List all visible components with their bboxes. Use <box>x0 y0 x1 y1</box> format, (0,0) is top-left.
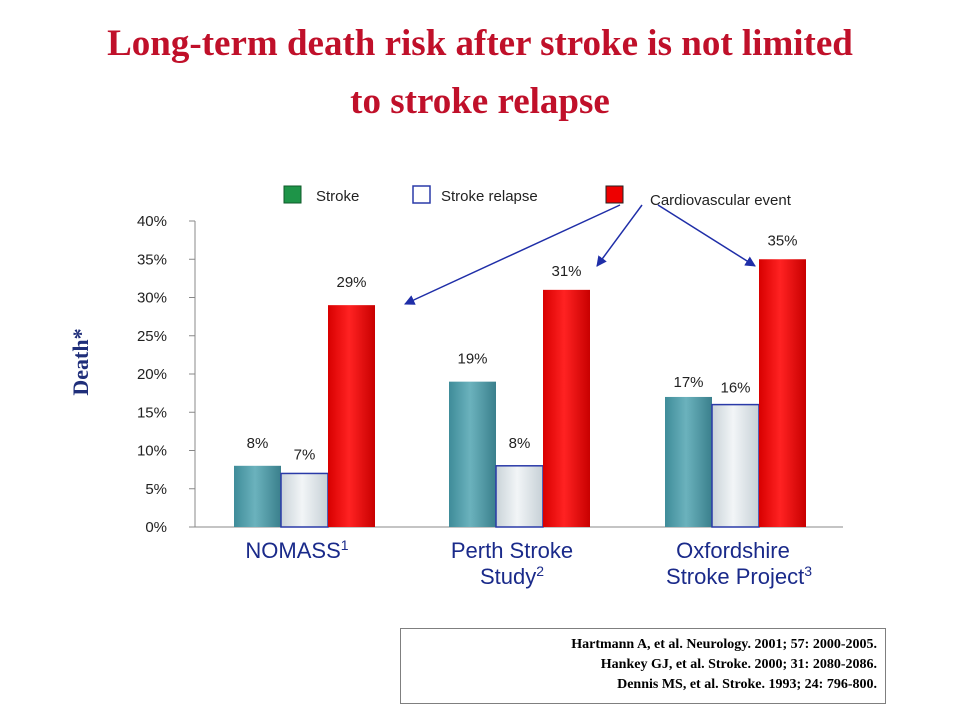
data-label-cardiovascular-event: 29% <box>336 274 366 291</box>
bar-stroke <box>234 465 281 527</box>
arrow-to-nomass <box>404 204 621 305</box>
data-label-cardiovascular-event: 31% <box>551 263 581 280</box>
reference-1: Hartmann A, et al. Neurology. 2001; 57: … <box>571 637 877 652</box>
y-tick-label: 5% <box>145 481 167 498</box>
category-label-line-2: Study2 <box>480 563 544 589</box>
bar-cardiovascular-event <box>759 259 806 527</box>
y-tick-label: 15% <box>137 404 167 421</box>
bar-cardiovascular-event <box>328 305 375 527</box>
arrow-to-oxfordshire <box>657 204 756 267</box>
y-tick-label: 25% <box>137 328 167 345</box>
y-tick-label: 30% <box>137 290 167 307</box>
data-label-cardiovascular-event: 35% <box>767 232 797 249</box>
data-label-stroke-relapse: 7% <box>294 446 316 463</box>
data-label-stroke-relapse: 16% <box>720 380 750 397</box>
y-axis: 0% 5% 10% 15% 20% 25% 30% 35% 40% <box>137 213 843 536</box>
category-label: Oxfordshire <box>676 538 790 563</box>
annotation-arrows <box>404 204 756 305</box>
legend-swatch-stroke <box>283 185 302 204</box>
y-tick-label: 40% <box>137 213 167 230</box>
data-labels: 8% 7% 29% 19% 8% 31% 17% 16% 35% <box>247 232 798 463</box>
bar-stroke-relapse <box>711 403 760 528</box>
legend-swatch-stroke-relapse <box>412 185 431 204</box>
bar-stroke-relapse <box>495 465 544 528</box>
data-label-stroke: 8% <box>247 435 269 452</box>
category-label: Perth Stroke <box>451 538 573 563</box>
legend-label-stroke-relapse: Stroke relapse <box>441 188 538 205</box>
slide-title-line-1: Long-term death risk after stroke is not… <box>107 23 853 64</box>
legend-swatch-cardiovascular-event <box>605 185 624 204</box>
legend-label-cardiovascular-event: Cardiovascular event <box>650 192 792 209</box>
data-label-stroke: 19% <box>457 351 487 368</box>
bar-stroke <box>449 381 496 527</box>
slide-title-line-2: to stroke relapse <box>350 81 610 122</box>
y-axis-label: Death* <box>68 328 93 395</box>
data-label-stroke-relapse: 8% <box>509 435 531 452</box>
reference-2: Hankey GJ, et al. Stroke. 2000; 31: 2080… <box>600 657 877 672</box>
category-label: NOMASS1 <box>245 537 348 563</box>
y-tick-label: 20% <box>137 366 167 383</box>
y-tick-label: 35% <box>137 251 167 268</box>
arrow-to-perth <box>596 204 643 267</box>
reference-3: Dennis MS, et al. Stroke. 1993; 24: 796-… <box>617 677 877 692</box>
bars <box>234 259 806 528</box>
category-label-line-2: Stroke Project3 <box>666 563 812 589</box>
legend-label-stroke: Stroke <box>316 188 359 205</box>
references-box: Hartmann A, et al. Neurology. 2001; 57: … <box>400 628 886 704</box>
data-label-stroke: 17% <box>673 374 703 391</box>
y-tick-label: 10% <box>137 443 167 460</box>
bar-cardiovascular-event <box>543 289 590 527</box>
y-tick-label: 0% <box>145 519 167 536</box>
bar-stroke-relapse <box>280 472 329 528</box>
bar-stroke <box>665 396 712 527</box>
legend: Stroke Stroke relapse Cardiovascular eve… <box>283 185 792 209</box>
